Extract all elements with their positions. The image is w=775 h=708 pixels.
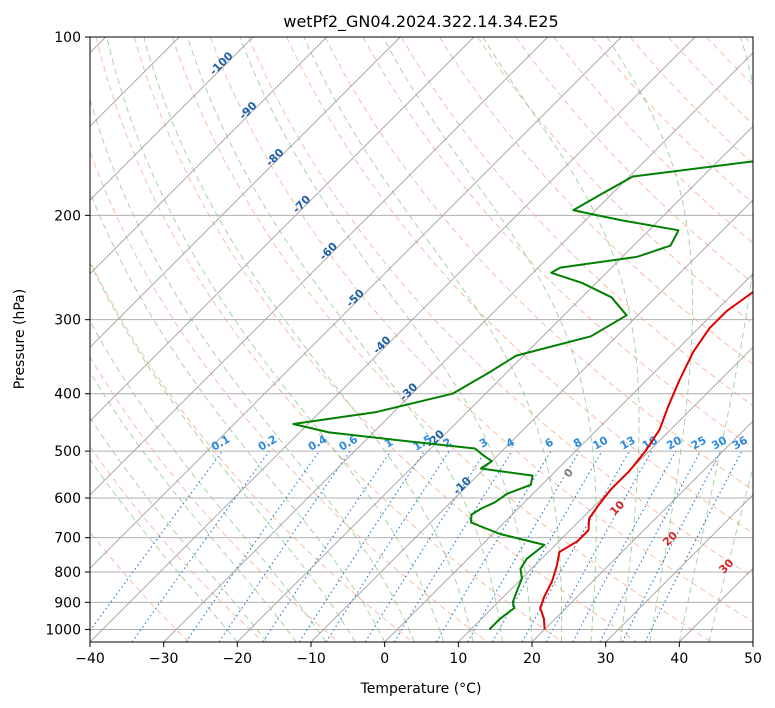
chart-title: wetPf2_GN04.2024.322.14.34.E25 [283, 12, 558, 32]
mixing-ratio-line [325, 450, 450, 642]
moist-adiabat-line [482, 37, 640, 642]
moist-adiabat-line [239, 37, 533, 642]
isotherm-line [310, 199, 753, 642]
isotherm-line [90, 37, 549, 496]
moist-adiabat-line [90, 458, 238, 642]
dry-adiabat-line [171, 37, 712, 642]
x-tick-label: −10 [296, 651, 326, 667]
isotherm-line [90, 37, 696, 642]
isotherm-line [236, 125, 753, 642]
dewpoint-profile [292, 160, 753, 631]
x-tick-label: 0 [380, 651, 389, 667]
y-tick-label: 400 [54, 387, 81, 403]
dry-adiabat-line [95, 37, 563, 642]
x-tick-label: −20 [223, 651, 253, 667]
isotherm-line [384, 273, 753, 642]
mixing-ratio-line [298, 450, 425, 642]
dry-adiabat-line [248, 37, 753, 578]
moist-adiabat-line [143, 37, 474, 642]
isotherm-line [163, 52, 753, 642]
x-tick-label: 20 [523, 651, 541, 667]
mixing-ratio-line [364, 450, 486, 642]
moist-adiabat-line [382, 37, 597, 642]
moist-adiabat-line [90, 416, 268, 642]
moist-adiabat-line [106, 37, 445, 642]
y-tick-label: 900 [54, 595, 81, 611]
moist-adiabat-line [708, 465, 753, 642]
moist-adiabat-layer [90, 37, 753, 642]
x-axis-title: Temperature (°C) [360, 681, 482, 697]
mixing-ratio-line [467, 450, 580, 642]
x-axis: −40 −30 −20 −10 0 10 20 30 40 50 [75, 642, 762, 667]
x-tick-label: 30 [597, 651, 615, 667]
dry-adiabat-line [90, 356, 339, 642]
isotherm-line [90, 37, 622, 569]
x-tick-label: 50 [744, 651, 762, 667]
moist-adiabat-line [678, 37, 753, 642]
x-tick-label: −40 [75, 651, 105, 667]
plot-background [90, 37, 753, 642]
grid-layer [90, 37, 753, 630]
dry-adiabat-line [324, 37, 753, 491]
dry-adiabat-line [133, 37, 638, 642]
moist-adiabat-line [303, 37, 563, 642]
mixing-ratio-layer [90, 450, 743, 642]
y-tick-label: 800 [54, 565, 81, 581]
x-tick-label: 10 [449, 651, 467, 667]
moist-adiabat-line [90, 371, 297, 642]
mixing-ratio-line [262, 450, 392, 642]
plot-frame [89, 36, 754, 643]
y-axis-title: Pressure (hPa) [12, 289, 28, 389]
x-tick-label: 40 [670, 651, 688, 667]
mixing-ratio-line [435, 450, 552, 642]
series-layer [292, 160, 753, 631]
dry-adiabat-line [90, 150, 488, 642]
isotherm-line [531, 420, 753, 642]
isotherm-line [605, 494, 753, 642]
isotherm-layer [90, 37, 753, 642]
moist-adiabat-line [187, 37, 503, 642]
y-tick-label: 1000 [45, 622, 81, 638]
y-tick-label: 200 [54, 208, 81, 224]
dry-adiabat-line [477, 37, 753, 325]
dry-adiabat-line [90, 445, 264, 642]
mixing-ratio-line [572, 450, 677, 642]
isotherm-line [90, 37, 475, 422]
y-tick-label: 300 [54, 313, 81, 329]
dry-adiabat-line [439, 37, 753, 365]
isotherm-line [752, 641, 753, 642]
isotherm-line [90, 37, 328, 275]
moist-adiabat-line [90, 320, 327, 642]
y-tick-label: 100 [54, 30, 81, 46]
moist-adiabat-line [90, 261, 356, 642]
isotherm-line [457, 346, 753, 642]
isotherm-line [90, 37, 254, 201]
mixing-ratio-line [599, 450, 701, 642]
mixing-ratio-line [218, 450, 351, 642]
x-tick-label: −30 [149, 651, 179, 667]
moist-adiabat-line [90, 190, 386, 642]
moist-adiabat-line [606, 37, 694, 642]
isotherm-line [90, 37, 401, 348]
mixing-ratio-line [185, 450, 320, 642]
y-axis: 100 200 300 400 500 600 700 800 900 1000 [45, 30, 90, 638]
y-tick-label: 700 [54, 531, 81, 547]
dry-adiabat-line [210, 37, 753, 623]
y-tick-label: 500 [54, 444, 81, 460]
y-tick-label: 600 [54, 491, 81, 507]
temperature-profile [539, 290, 753, 630]
